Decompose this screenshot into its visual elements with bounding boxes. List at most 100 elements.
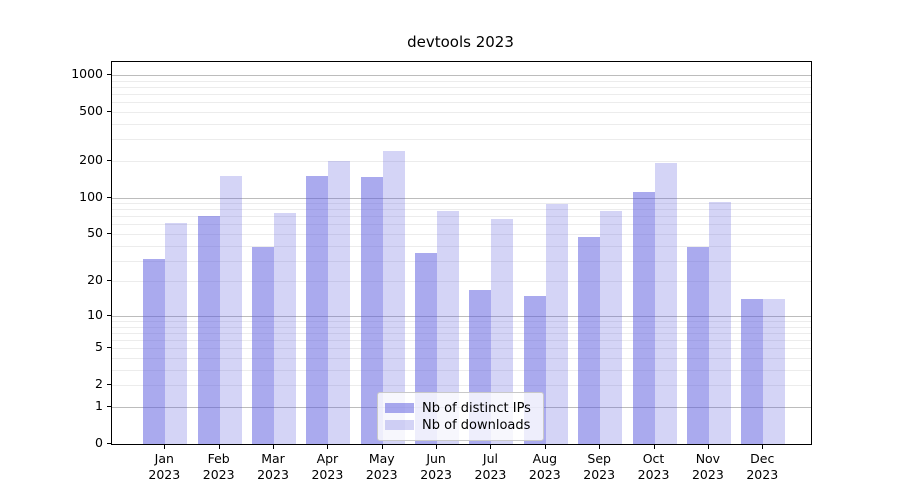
x-tick-label: Nov 2023 [678, 451, 738, 483]
y-tick [107, 347, 112, 349]
x-tick-label-year: 2023 [257, 467, 289, 482]
minor-gridline [112, 321, 811, 323]
minor-gridline [112, 358, 811, 360]
y-tick [107, 405, 112, 407]
x-tick-label-year: 2023 [202, 467, 235, 482]
x-tick-label-year: 2023 [311, 467, 344, 482]
x-tick-label-year: 2023 [746, 467, 779, 482]
y-tick [107, 233, 112, 234]
x-tick-label-month: Oct [642, 451, 665, 466]
bar-distinct-ips [741, 299, 764, 444]
minor-gridline [112, 86, 811, 88]
x-tick [599, 444, 601, 449]
x-tick-label: Sep 2023 [569, 451, 629, 483]
bar-downloads [708, 201, 731, 444]
bar-distinct-ips [686, 246, 709, 444]
y-tick-label: 10 [87, 306, 103, 322]
bar-downloads [763, 299, 786, 444]
minor-gridline [112, 332, 811, 334]
plot-area [111, 61, 812, 445]
y-tick [107, 443, 112, 444]
x-tick-label-month: Jun [426, 451, 446, 466]
y-tick [107, 280, 112, 282]
minor-gridline [112, 111, 811, 113]
x-tick-label-year: 2023 [148, 467, 181, 482]
x-tick-label-month: Nov [695, 451, 721, 466]
bar-downloads [382, 151, 405, 444]
y-tick-label: 200 [79, 151, 103, 167]
legend-label: Nb of distinct IPs [422, 400, 531, 416]
minor-gridline [112, 348, 811, 350]
legend: Nb of distinct IPs Nb of downloads [377, 392, 544, 441]
y-tick-label: 2 [95, 376, 103, 392]
x-tick-label: Aug 2023 [515, 451, 575, 483]
legend-label: Nb of downloads [422, 417, 531, 433]
minor-gridline [112, 94, 811, 96]
minor-gridline [112, 326, 811, 328]
y-tick-label: 100 [79, 188, 103, 204]
y-tick [107, 110, 112, 112]
x-tick [653, 444, 655, 449]
x-tick-label-month: May [368, 451, 395, 466]
y-tick [107, 196, 112, 198]
minor-gridline [112, 340, 811, 342]
bar-downloads [545, 203, 568, 444]
x-tick [544, 444, 546, 449]
y-tick [107, 159, 112, 161]
bar-distinct-ips [197, 215, 220, 444]
chart-title: devtools 2023 [407, 33, 514, 51]
bar-distinct-ips [632, 192, 655, 444]
minor-gridline [112, 80, 811, 82]
minor-gridline [112, 281, 811, 283]
x-tick-label-year: 2023 [583, 467, 616, 482]
minor-gridline [112, 102, 811, 104]
x-tick-label: Feb 2023 [189, 451, 249, 483]
y-tick [107, 74, 112, 75]
x-tick-label-year: 2023 [365, 467, 398, 482]
minor-gridline [112, 160, 811, 162]
bar-downloads [274, 212, 297, 444]
bar-downloads [328, 160, 351, 444]
x-tick-label: May 2023 [352, 451, 412, 483]
y-tick-label: 1 [95, 397, 103, 413]
x-tick-label-month: Apr [316, 451, 339, 466]
x-tick [273, 444, 275, 449]
legend-row: Nb of downloads [385, 417, 531, 433]
x-tick-label-year: 2023 [420, 467, 452, 482]
bar-downloads [654, 162, 677, 444]
x-tick [327, 444, 329, 449]
bar-distinct-ips [578, 237, 601, 444]
minor-gridline [112, 203, 811, 205]
x-tick [490, 444, 492, 449]
x-tick-label-month: Sep [587, 451, 611, 466]
x-tick-label: Jun 2023 [406, 451, 466, 483]
y-tick-label: 0 [95, 435, 103, 450]
x-tick-label: Oct 2023 [624, 451, 684, 483]
legend-swatch [385, 420, 414, 430]
bar-distinct-ips [143, 258, 166, 444]
y-tick-label: 500 [79, 102, 103, 118]
x-tick-label-month: Aug [532, 451, 558, 466]
x-tick-label-month: Dec [750, 451, 775, 466]
minor-gridline [112, 260, 811, 262]
minor-gridline [112, 224, 811, 226]
bar-distinct-ips [252, 246, 275, 444]
x-tick-label-month: Jan [154, 451, 174, 466]
x-tick-label: Dec 2023 [732, 451, 792, 483]
x-tick-label-year: 2023 [691, 467, 724, 482]
x-tick-label-month: Mar [261, 451, 285, 466]
bar-downloads [437, 211, 460, 444]
x-tick [164, 444, 166, 449]
minor-gridline [112, 234, 811, 235]
x-tick [762, 444, 764, 449]
x-tick-label-year: 2023 [528, 467, 561, 482]
legend-swatch [385, 403, 414, 413]
bar-downloads [600, 210, 623, 444]
x-tick-label: Jan 2023 [134, 451, 194, 483]
minor-gridline [112, 385, 811, 387]
x-tick [707, 444, 709, 449]
bar-downloads [219, 176, 242, 444]
minor-gridline [112, 216, 811, 218]
x-tick-label: Mar 2023 [243, 451, 303, 483]
